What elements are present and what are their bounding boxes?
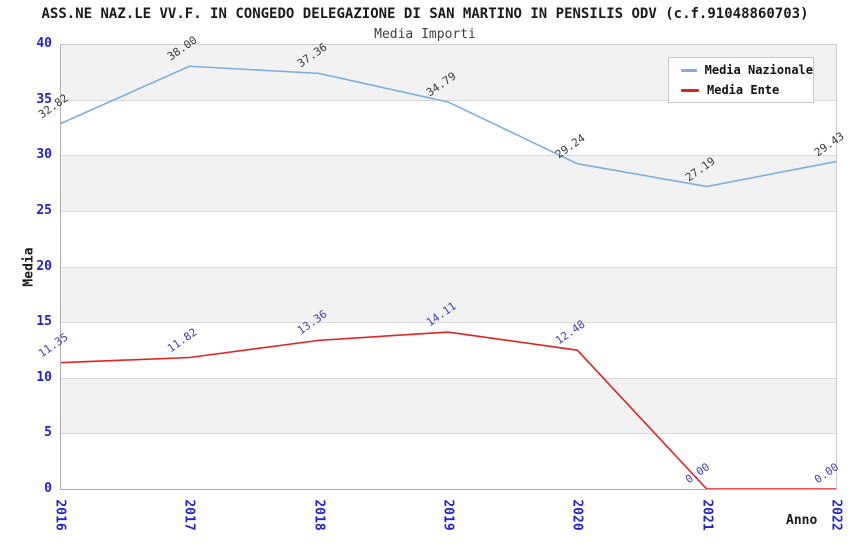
y-tick-label: 20 — [36, 258, 52, 274]
legend-item: Media Nazionale — [681, 63, 813, 77]
gridline — [60, 266, 836, 268]
gridline — [60, 377, 836, 379]
y-axis-line — [60, 44, 61, 489]
x-tick-label: 2016 — [52, 499, 68, 531]
y-tick-label: 35 — [36, 91, 52, 107]
gridline — [60, 433, 836, 435]
y-tick-label: 25 — [36, 202, 52, 218]
y-tick-label: 30 — [36, 147, 52, 163]
chart-subtitle: Media Importi — [374, 27, 476, 42]
x-axis-title: Anno — [786, 513, 818, 528]
gridline — [60, 322, 836, 324]
background-band — [60, 99, 836, 156]
y-tick-label: 40 — [36, 36, 52, 51]
plot-border-right — [836, 44, 837, 489]
legend-item: Media Ente — [681, 83, 813, 97]
gridline — [60, 155, 836, 157]
x-tick-label: 2017 — [181, 499, 197, 531]
background-band — [60, 266, 836, 323]
y-tick-label: 10 — [36, 369, 52, 385]
x-tick-label: 2018 — [311, 499, 327, 531]
x-axis-line — [60, 489, 837, 490]
legend-label: Media Nazionale — [704, 63, 813, 77]
legend-box: Media Nazionale Media Ente — [668, 57, 814, 103]
x-tick-label: 2019 — [440, 499, 456, 531]
plot-border-top — [60, 44, 836, 45]
legend-label: Media Ente — [707, 83, 780, 97]
y-tick-label: 0 — [44, 481, 52, 496]
x-tick-label: 2021 — [699, 499, 715, 531]
background-band — [60, 433, 836, 489]
x-tick-label: 2020 — [569, 499, 585, 531]
y-tick-label: 15 — [36, 314, 52, 330]
y-axis-title: Media — [21, 247, 37, 287]
legend-swatch-icon — [681, 68, 697, 72]
x-tick-label: 2022 — [828, 499, 844, 531]
background-band — [60, 210, 836, 267]
background-band — [60, 155, 836, 211]
background-band — [60, 377, 836, 434]
y-tick-label: 5 — [44, 425, 52, 441]
gridline — [60, 210, 836, 212]
chart-title: ASS.NE NAZ.LE VV.F. IN CONGEDO DELEGAZIO… — [41, 6, 809, 22]
legend-swatch-icon — [681, 88, 699, 92]
